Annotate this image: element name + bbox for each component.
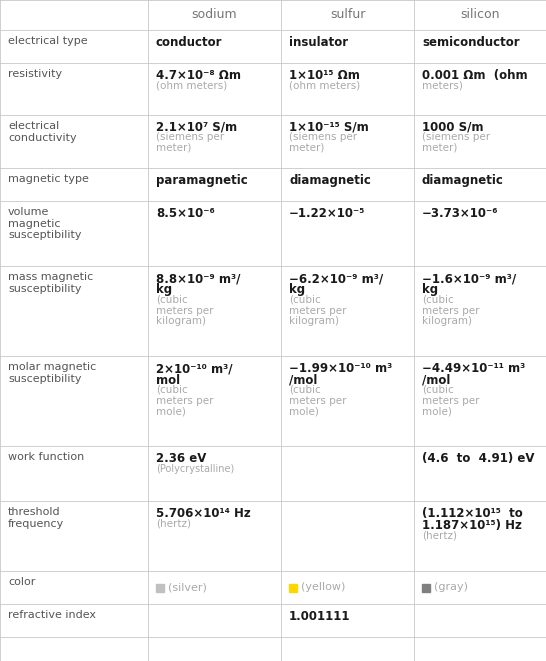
Text: mole): mole): [156, 406, 186, 416]
Text: 2×10⁻¹⁰ m³/: 2×10⁻¹⁰ m³/: [156, 362, 233, 375]
Text: meters per: meters per: [422, 305, 479, 315]
Text: (4.6  to  4.91) eV: (4.6 to 4.91) eV: [422, 452, 535, 465]
Text: 8.5×10⁻⁶: 8.5×10⁻⁶: [156, 207, 215, 220]
Text: meters per: meters per: [156, 395, 213, 405]
Text: electrical
conductivity: electrical conductivity: [8, 121, 76, 143]
Text: (cubic: (cubic: [422, 295, 454, 305]
Text: −6.2×10⁻⁹ m³/: −6.2×10⁻⁹ m³/: [289, 272, 383, 285]
Text: (ohm meters): (ohm meters): [289, 81, 360, 91]
Text: 1000 S/m: 1000 S/m: [422, 121, 484, 134]
Text: −1.6×10⁻⁹ m³/: −1.6×10⁻⁹ m³/: [422, 272, 516, 285]
Text: meter): meter): [156, 143, 192, 153]
Text: 1×10⁻¹⁵ S/m: 1×10⁻¹⁵ S/m: [289, 121, 369, 134]
Text: 5.706×10¹⁴ Hz: 5.706×10¹⁴ Hz: [156, 507, 251, 520]
Text: meter): meter): [289, 143, 324, 153]
Text: −1.99×10⁻¹⁰ m³: −1.99×10⁻¹⁰ m³: [289, 362, 392, 375]
Text: refractive index: refractive index: [8, 610, 96, 620]
Text: color: color: [8, 577, 35, 587]
Text: meters): meters): [422, 81, 463, 91]
Text: (siemens per: (siemens per: [289, 132, 357, 143]
Bar: [156, 584, 164, 592]
Text: (Polycrystalline): (Polycrystalline): [156, 463, 234, 473]
Text: diamagnetic: diamagnetic: [289, 174, 371, 187]
Text: 0.001 Ωm  (ohm: 0.001 Ωm (ohm: [422, 69, 527, 82]
Text: meters per: meters per: [156, 305, 213, 315]
Text: (cubic: (cubic: [289, 385, 321, 395]
Text: (cubic: (cubic: [289, 295, 321, 305]
Text: work function: work function: [8, 452, 84, 462]
Text: (cubic: (cubic: [422, 385, 454, 395]
Text: kg: kg: [156, 284, 172, 297]
Text: kg: kg: [289, 284, 305, 297]
Text: (cubic: (cubic: [156, 295, 188, 305]
Text: 2.1×10⁷ S/m: 2.1×10⁷ S/m: [156, 121, 237, 134]
Text: molar magnetic
susceptibility: molar magnetic susceptibility: [8, 362, 96, 383]
Text: meters per: meters per: [289, 395, 347, 405]
Text: 1.187×10¹⁵) Hz: 1.187×10¹⁵) Hz: [422, 518, 522, 531]
Text: (1.112×10¹⁵  to: (1.112×10¹⁵ to: [422, 507, 523, 520]
Text: (siemens per: (siemens per: [156, 132, 224, 143]
Text: (gray): (gray): [434, 582, 468, 592]
Text: (hertz): (hertz): [422, 530, 457, 540]
Text: 8.8×10⁻⁹ m³/: 8.8×10⁻⁹ m³/: [156, 272, 240, 285]
Text: electrical type: electrical type: [8, 36, 87, 46]
Text: insulator: insulator: [289, 36, 348, 49]
Text: −3.73×10⁻⁶: −3.73×10⁻⁶: [422, 207, 498, 220]
Text: meter): meter): [422, 143, 458, 153]
Text: 4.7×10⁻⁸ Ωm: 4.7×10⁻⁸ Ωm: [156, 69, 241, 82]
Bar: [289, 584, 297, 592]
Text: magnetic type: magnetic type: [8, 174, 89, 184]
Text: paramagnetic: paramagnetic: [156, 174, 248, 187]
Text: mass magnetic
susceptibility: mass magnetic susceptibility: [8, 272, 93, 293]
Text: kg: kg: [422, 284, 438, 297]
Text: sodium: sodium: [192, 9, 238, 22]
Text: silicon: silicon: [460, 9, 500, 22]
Text: kilogram): kilogram): [422, 316, 472, 326]
Text: threshold
frequency: threshold frequency: [8, 507, 64, 529]
Text: (siemens per: (siemens per: [422, 132, 490, 143]
Text: sulfur: sulfur: [330, 9, 365, 22]
Bar: [422, 584, 430, 592]
Text: 1×10¹⁵ Ωm: 1×10¹⁵ Ωm: [289, 69, 360, 82]
Text: −1.22×10⁻⁵: −1.22×10⁻⁵: [289, 207, 365, 220]
Text: resistivity: resistivity: [8, 69, 62, 79]
Text: conductor: conductor: [156, 36, 223, 49]
Text: meters per: meters per: [422, 395, 479, 405]
Text: kilogram): kilogram): [156, 316, 206, 326]
Text: (ohm meters): (ohm meters): [156, 81, 227, 91]
Text: kilogram): kilogram): [289, 316, 339, 326]
Text: /mol: /mol: [422, 373, 450, 387]
Text: meters per: meters per: [289, 305, 347, 315]
Text: (hertz): (hertz): [156, 518, 191, 529]
Text: (silver): (silver): [168, 582, 207, 592]
Text: volume
magnetic
susceptibility: volume magnetic susceptibility: [8, 207, 81, 240]
Text: mol: mol: [156, 373, 180, 387]
Text: mole): mole): [289, 406, 319, 416]
Text: 2.36 eV: 2.36 eV: [156, 452, 206, 465]
Text: semiconductor: semiconductor: [422, 36, 520, 49]
Text: (cubic: (cubic: [156, 385, 188, 395]
Text: (yellow): (yellow): [301, 582, 346, 592]
Text: /mol: /mol: [289, 373, 317, 387]
Text: −4.49×10⁻¹¹ m³: −4.49×10⁻¹¹ m³: [422, 362, 525, 375]
Text: diamagnetic: diamagnetic: [422, 174, 504, 187]
Text: mole): mole): [422, 406, 452, 416]
Text: 1.001111: 1.001111: [289, 610, 351, 623]
